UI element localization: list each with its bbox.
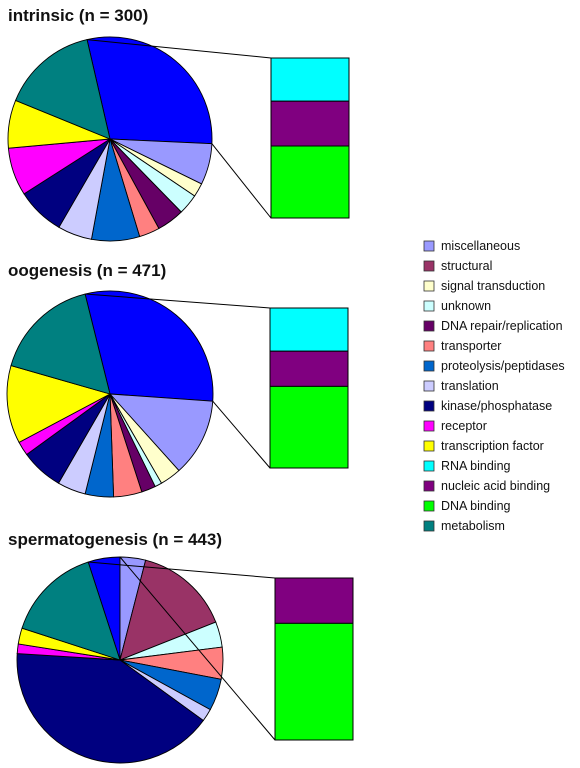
legend-label: kinase/phosphatase bbox=[441, 399, 552, 413]
legend-swatch bbox=[423, 440, 435, 452]
legend-swatch bbox=[423, 460, 435, 472]
pie-chart: intrinsic (n = 300) bbox=[7, 6, 350, 242]
legend-label: metabolism bbox=[441, 519, 505, 533]
pie-slice bbox=[108, 393, 214, 472]
breakdown-segment bbox=[274, 577, 354, 624]
legend-swatch bbox=[423, 420, 435, 432]
legend-swatch bbox=[423, 320, 435, 332]
pie-slice bbox=[6, 365, 112, 443]
legend: miscellaneous structural signal transduc… bbox=[423, 239, 565, 533]
chart-title: spermatogenesis (n = 443) bbox=[8, 530, 222, 549]
legend-swatch bbox=[423, 480, 435, 492]
pie-chart: oogenesis (n = 471) bbox=[6, 261, 349, 498]
breakdown-segment bbox=[270, 100, 350, 147]
connector-line bbox=[212, 400, 271, 469]
legend-label: unknown bbox=[441, 299, 491, 313]
legend-swatch bbox=[423, 240, 435, 252]
legend-swatch bbox=[423, 340, 435, 352]
pie-slice bbox=[10, 293, 111, 395]
legend-label: nucleic acid binding bbox=[441, 479, 550, 493]
pie-slice bbox=[84, 290, 214, 402]
chart-title: intrinsic (n = 300) bbox=[8, 6, 148, 25]
chart-title: oogenesis (n = 471) bbox=[8, 261, 166, 280]
legend-label: transporter bbox=[441, 339, 501, 353]
legend-label: DNA repair/replication bbox=[441, 319, 563, 333]
legend-swatch bbox=[423, 260, 435, 272]
breakdown-segment bbox=[269, 350, 349, 387]
breakdown-segment bbox=[270, 57, 350, 102]
connector-line bbox=[85, 293, 271, 309]
legend-swatch bbox=[423, 500, 435, 512]
pie-slice bbox=[14, 39, 111, 140]
connector-line bbox=[211, 143, 272, 219]
legend-label: structural bbox=[441, 259, 492, 273]
legend-swatch bbox=[423, 380, 435, 392]
legend-label: signal transduction bbox=[441, 279, 545, 293]
legend-swatch bbox=[423, 400, 435, 412]
pie-chart: spermatogenesis (n = 443) bbox=[8, 530, 354, 764]
legend-swatch bbox=[423, 360, 435, 372]
legend-label: RNA binding bbox=[441, 459, 511, 473]
breakdown-segment bbox=[270, 145, 350, 219]
legend-swatch bbox=[423, 520, 435, 532]
legend-label: miscellaneous bbox=[441, 239, 520, 253]
legend-swatch bbox=[423, 300, 435, 312]
breakdown-segment bbox=[274, 622, 354, 741]
legend-label: transcription factor bbox=[441, 439, 544, 453]
connector-line bbox=[88, 561, 276, 579]
pie-slice bbox=[21, 561, 121, 661]
legend-swatch bbox=[423, 280, 435, 292]
pie-slice bbox=[86, 36, 213, 145]
breakdown-segment bbox=[269, 307, 349, 352]
pie-slice bbox=[16, 653, 204, 764]
connector-line bbox=[119, 556, 276, 741]
legend-label: DNA binding bbox=[441, 499, 511, 513]
legend-label: proteolysis/peptidases bbox=[441, 359, 565, 373]
connector-line bbox=[87, 39, 272, 59]
legend-label: receptor bbox=[441, 419, 487, 433]
charts-layer: intrinsic (n = 300) oogenesis (n = 471) sp… bbox=[6, 6, 354, 764]
legend-label: translation bbox=[441, 379, 499, 393]
breakdown-segment bbox=[269, 385, 349, 469]
